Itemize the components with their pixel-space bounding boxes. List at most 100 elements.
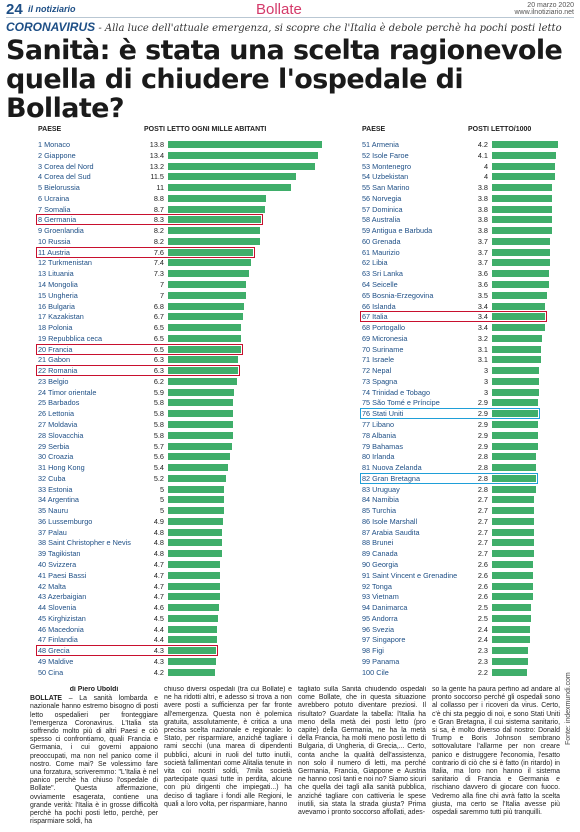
country-label: 14 Mongolia xyxy=(38,280,78,289)
chart-row-19: 19 Repubblica ceca 6.5 xyxy=(38,333,326,344)
value-label: 13.4 xyxy=(149,150,164,160)
chart-row-79: 79 Bahamas 2.9 xyxy=(362,441,562,452)
value-label: 2.6 xyxy=(477,560,488,570)
country-label: 37 Palau xyxy=(38,527,67,537)
value-label: 13.2 xyxy=(149,161,164,171)
value-label: 4.7 xyxy=(153,560,164,570)
value-label: 5.8 xyxy=(153,430,164,440)
chart-row-48: 48 Grecia 4.3 xyxy=(36,645,326,657)
value-label: 7.6 xyxy=(153,247,164,257)
country-label: 50 Cina xyxy=(38,667,64,677)
chart-row-46: 46 Macedonia 4.4 xyxy=(38,624,326,635)
value-label: 4.7 xyxy=(153,581,164,591)
value-label: 2.9 xyxy=(477,398,488,408)
value-bar xyxy=(168,593,221,601)
value-label: 3.6 xyxy=(477,280,488,289)
chart-row-25: 25 Barbados 5.8 xyxy=(38,397,326,408)
country-label: 80 Irlanda xyxy=(362,452,395,462)
country-label: 54 Uzbekistan xyxy=(362,172,409,182)
article-col-2: chiuso diversi ospedali (tra cui Bollate… xyxy=(164,686,292,832)
chart-row-44: 44 Slovenia 4.6 xyxy=(38,602,326,613)
value-label: 8.2 xyxy=(153,226,164,236)
chart-row-50: 50 Cina 4.2 xyxy=(38,667,326,678)
chart-row-20: 20 Francia 6.5 xyxy=(36,343,326,355)
chart-row-22: 22 Romania 6.3 xyxy=(36,365,326,377)
value-bar xyxy=(492,270,549,278)
value-label: 3.7 xyxy=(477,247,488,257)
value-bar xyxy=(492,636,530,644)
value-label: 6.5 xyxy=(153,333,164,343)
country-label: 100 Cile xyxy=(362,667,389,677)
value-bar xyxy=(492,517,535,525)
value-bar xyxy=(168,604,220,612)
column-header-country-right: PAESE xyxy=(362,126,386,133)
value-label: 4.1 xyxy=(477,150,488,160)
value-bar xyxy=(168,259,251,267)
country-label: 41 Paesi Bassi xyxy=(38,570,87,580)
value-label: 2.9 xyxy=(477,441,488,451)
value-bar xyxy=(492,496,535,504)
country-label: 73 Spagna xyxy=(362,376,398,386)
country-label: 93 Vietnam xyxy=(362,592,399,602)
chart-row-85: 85 Turchia 2.7 xyxy=(362,505,562,516)
value-label: 2.3 xyxy=(477,646,488,656)
value-bar xyxy=(168,496,224,504)
highlight-box xyxy=(36,343,243,355)
value-bar xyxy=(492,302,546,310)
value-label: 2.6 xyxy=(477,581,488,591)
value-bar xyxy=(492,614,532,622)
value-label: 4.2 xyxy=(153,667,164,677)
value-bar xyxy=(168,377,238,385)
chart-row-69: 69 Micronesia 3.2 xyxy=(362,333,562,344)
country-label: 77 Libano xyxy=(362,420,395,430)
value-label: 3.4 xyxy=(477,323,488,333)
chart-row-75: 75 São Tomé e Príncipe 2.9 xyxy=(362,397,562,408)
value-label: 3.1 xyxy=(477,355,488,365)
value-label: 4 xyxy=(483,161,488,171)
country-label: 4 Corea del Sud xyxy=(38,172,91,182)
article-text-4: so la gente ha paura perfino ad andare a… xyxy=(432,686,560,817)
value-bar xyxy=(168,162,316,170)
chart-row-4: 4 Corea del Sud 11.5 xyxy=(38,171,326,182)
bed-chart-right: PAESE POSTI LETTO/1000 51 Armenia 4.2 52 I… xyxy=(360,126,562,686)
article-text-3: tagliato sulla Sanità chiudendo ospedali… xyxy=(298,686,426,817)
chart-row-68: 68 Portogallo 3.4 xyxy=(362,322,562,333)
value-bar xyxy=(492,474,536,482)
chart-row-94: 94 Danimarca 2.5 xyxy=(362,602,562,613)
chart-row-45: 45 Kirghizistan 4.5 xyxy=(38,613,326,624)
value-label: 4.2 xyxy=(477,140,488,149)
value-bar xyxy=(492,377,540,385)
value-bar xyxy=(492,582,533,590)
value-label: 5 xyxy=(159,495,164,505)
value-bar xyxy=(492,399,538,407)
value-label: 2.5 xyxy=(477,603,488,613)
value-label: 7.3 xyxy=(153,269,164,279)
value-bar xyxy=(168,281,247,288)
chart-row-11: 11 Austria 7.6 xyxy=(36,246,326,258)
chart-row-93: 93 Vietnam 2.6 xyxy=(362,591,562,602)
value-label: 8.3 xyxy=(153,215,164,225)
website-link[interactable]: www.ilnotiziario.net xyxy=(514,9,574,16)
country-label: 82 Gran Bretagna xyxy=(362,473,421,483)
value-bar xyxy=(492,464,536,472)
value-bar xyxy=(168,216,261,224)
chart-row-74: 74 Trinidad e Tobago 3 xyxy=(362,387,562,398)
highlight-box xyxy=(360,408,540,420)
country-label: 36 Lussemburgo xyxy=(38,516,93,526)
value-label: 3 xyxy=(483,376,488,386)
value-bar xyxy=(168,571,221,579)
value-label: 6.3 xyxy=(153,355,164,365)
value-bar xyxy=(168,313,243,321)
value-label: 4.6 xyxy=(153,603,164,613)
chart-row-53: 53 Montenegro 4 xyxy=(362,161,562,172)
value-bar xyxy=(168,636,218,644)
value-label: 2.9 xyxy=(477,430,488,440)
chart-row-83: 83 Uruguay 2.8 xyxy=(362,484,562,495)
country-label: 1 Monaco xyxy=(38,140,71,149)
chart-row-1: 1 Monaco 13.8 xyxy=(38,139,326,150)
chart-row-13: 13 Lituania 7.3 xyxy=(38,268,326,279)
value-label: 5.7 xyxy=(153,441,164,451)
country-label: 23 Belgio xyxy=(38,376,69,386)
value-bar xyxy=(492,248,551,256)
value-bar xyxy=(168,668,215,676)
